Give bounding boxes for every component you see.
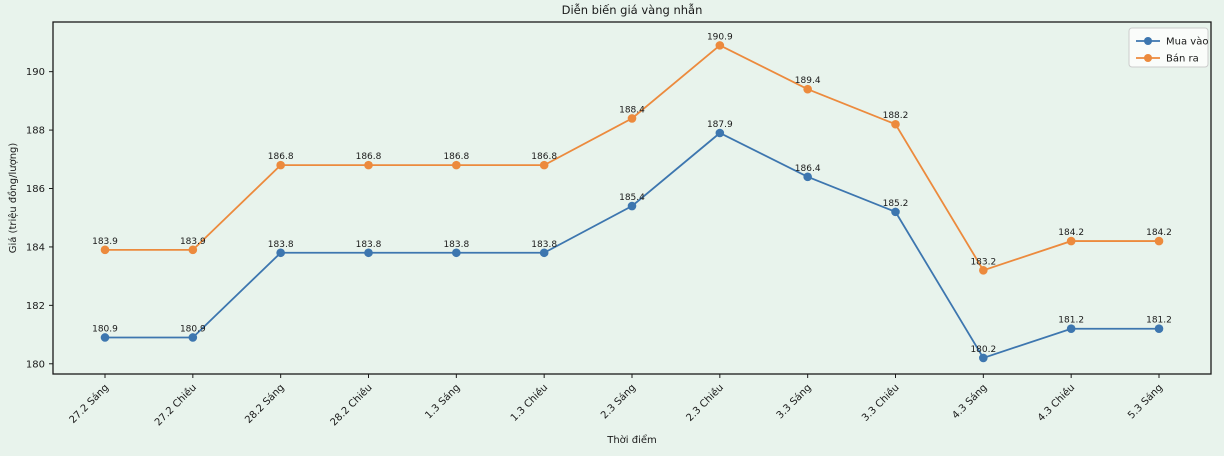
series-mua-v-o: 180.9 180.9 183.8 183.8 183.8 183.8 185.4 187.9… (92, 120, 1172, 363)
data-point-label: 186.4 (795, 164, 821, 174)
x-tick-label: 4.3 Chiều (1035, 382, 1077, 424)
x-tick-label: 4.3 Sáng (950, 382, 990, 422)
data-point-label: 186.8 (268, 152, 294, 162)
data-point-marker (452, 248, 461, 258)
series-b-n-ra: 183.9 183.9 186.8 186.8 186.8 186.8 188.4 190.9… (92, 32, 1172, 275)
data-point-marker (891, 207, 900, 217)
data-point-label: 187.9 (707, 120, 733, 130)
data-point-marker (188, 333, 198, 342)
data-point-marker (1154, 236, 1164, 246)
data-point-marker (539, 160, 549, 170)
x-tick-label: 27.2 Sáng (67, 382, 111, 426)
data-point-marker (100, 333, 110, 342)
x-tick-label: 1.3 Sáng (423, 382, 463, 422)
x-tick-label: 27.2 Chiều (152, 382, 199, 429)
y-tick-label: 184 (26, 242, 45, 253)
y-tick-label: 186 (26, 184, 45, 195)
x-tick-label: 3.3 Sáng (774, 382, 814, 422)
y-axis-label: Giá (triệu đồng/lượng) (7, 143, 19, 254)
data-point-label: 185.4 (619, 193, 645, 203)
data-point-marker (979, 265, 988, 275)
y-tick-label: 190 (26, 67, 45, 78)
data-point-marker (715, 41, 725, 50)
data-point-marker (276, 160, 285, 170)
data-point-label: 188.2 (883, 111, 909, 121)
data-point-label: 188.4 (619, 105, 645, 115)
x-axis: 27.2 Sáng 27.2 Chiều 28.2 Sáng 28.2 Chiều 1.… (67, 374, 1165, 428)
y-tick-label: 180 (26, 359, 45, 370)
x-tick-label: 5.3 Sáng (1125, 382, 1165, 422)
x-tick-label: 3.3 Chiều (859, 382, 901, 424)
y-tick-label: 182 (26, 301, 45, 312)
x-tick-label: 28.2 Sáng (243, 382, 287, 426)
data-point-label: 180.9 (92, 324, 118, 334)
data-point-marker (364, 248, 373, 258)
data-point-label: 183.9 (180, 237, 206, 247)
x-axis-label: Thời điểm (606, 433, 657, 446)
legend-label: Bán ra (1166, 53, 1199, 65)
data-point-label: 183.8 (356, 240, 382, 250)
data-point-marker (1066, 236, 1076, 246)
data-point-marker (715, 128, 725, 138)
data-point-marker (627, 114, 637, 123)
data-point-label: 190.9 (707, 32, 733, 42)
data-point-marker (891, 119, 900, 129)
data-point-label: 180.2 (970, 345, 996, 355)
chart-title: Diễn biến giá vàng nhẫn (562, 3, 703, 17)
data-point-marker (539, 248, 549, 258)
y-axis: 180 182 184 186 188 190 (26, 67, 53, 370)
data-point-marker (979, 353, 988, 363)
data-point-label: 183.9 (92, 237, 118, 247)
data-point-marker (364, 160, 373, 170)
legend-label: Mua vào (1166, 36, 1208, 48)
data-point-label: 186.8 (531, 152, 557, 162)
x-tick-label: 1.3 Chiều (508, 382, 550, 424)
data-point-marker (452, 160, 461, 170)
data-point-marker (188, 245, 198, 255)
x-tick-label: 2.3 Chiều (684, 382, 726, 424)
data-point-marker (803, 172, 812, 182)
x-tick-label: 28.2 Chiều (328, 382, 375, 429)
data-point-marker (100, 245, 110, 255)
data-point-label: 184.2 (1058, 228, 1084, 238)
data-point-marker (1066, 324, 1076, 334)
data-point-label: 185.2 (883, 199, 909, 209)
data-point-label: 184.2 (1146, 228, 1172, 238)
data-point-label: 183.8 (268, 240, 294, 250)
data-point-label: 181.2 (1058, 316, 1084, 326)
data-point-marker (627, 201, 637, 211)
x-tick-label: 2.3 Sáng (598, 382, 638, 422)
data-point-marker (276, 248, 285, 258)
data-point-label: 181.2 (1146, 316, 1172, 326)
data-point-marker (803, 84, 812, 94)
data-point-label: 186.8 (443, 152, 469, 162)
data-point-marker (1154, 324, 1164, 334)
legend-marker (1144, 37, 1152, 45)
data-point-label: 180.9 (180, 324, 206, 334)
data-point-label: 186.8 (356, 152, 382, 162)
data-point-label: 183.8 (443, 240, 469, 250)
legend-marker (1144, 54, 1152, 62)
data-point-label: 183.8 (531, 240, 557, 250)
legend: Mua vào Bán ra (1128, 27, 1209, 68)
data-point-label: 189.4 (795, 76, 821, 86)
data-point-label: 183.2 (970, 257, 996, 267)
y-tick-label: 188 (26, 126, 45, 137)
